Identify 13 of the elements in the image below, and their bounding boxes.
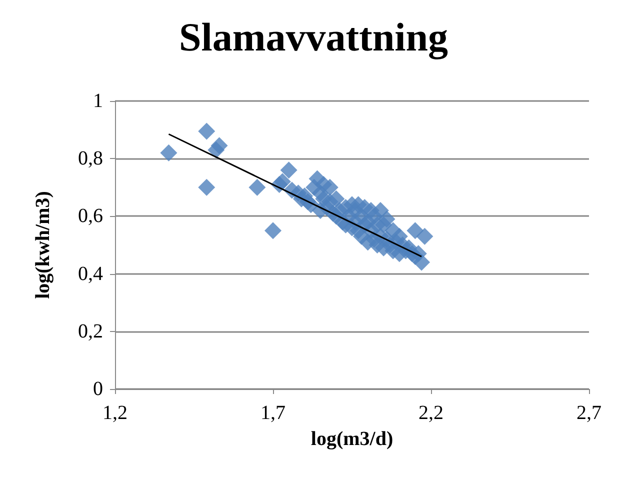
y-tick-label: 0,2: [78, 320, 103, 342]
y-tick-label: 0,4: [78, 262, 103, 285]
y-tick-label: 1: [93, 90, 103, 112]
chart-title: Slamavvattning: [179, 14, 448, 60]
x-tick-label: 2,7: [576, 402, 602, 424]
x-tick-label: 1,2: [102, 402, 128, 424]
x-axis-title: log(m3/d): [310, 428, 394, 450]
y-axis-title: log(kwh/m3): [32, 191, 54, 299]
y-tick-label: 0,8: [78, 148, 103, 170]
y-tick-label: 0: [93, 378, 103, 400]
x-tick-label: 2,2: [418, 402, 444, 424]
y-tick-label: 0,6: [78, 205, 103, 228]
x-tick-label: 1,7: [260, 402, 286, 424]
